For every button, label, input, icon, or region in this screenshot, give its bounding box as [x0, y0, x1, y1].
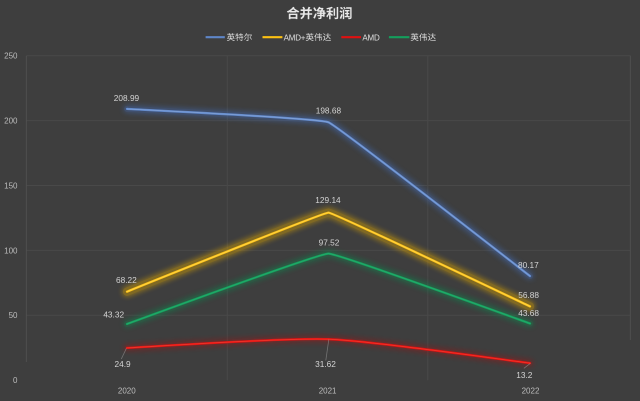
- svg-text:208.99: 208.99: [114, 93, 140, 103]
- svg-text:150: 150: [4, 181, 18, 190]
- svg-text:2022: 2022: [522, 387, 540, 396]
- svg-text:2020: 2020: [118, 387, 136, 396]
- svg-text:24.9: 24.9: [115, 359, 132, 369]
- svg-text:100: 100: [4, 246, 18, 255]
- svg-text:AMD: AMD: [362, 33, 380, 42]
- svg-text:AMD+: AMD+: [284, 33, 306, 42]
- svg-text:2021: 2021: [319, 387, 337, 396]
- svg-text:0: 0: [13, 376, 18, 385]
- svg-text:129.14: 129.14: [315, 195, 341, 205]
- svg-text:97.52: 97.52: [319, 238, 340, 248]
- svg-text:198.68: 198.68: [316, 106, 342, 116]
- svg-text:31.62: 31.62: [315, 359, 336, 369]
- svg-text:200: 200: [4, 117, 18, 126]
- svg-text:56.88: 56.88: [518, 290, 539, 300]
- svg-text:80.17: 80.17: [518, 260, 539, 270]
- svg-text:250: 250: [4, 52, 18, 61]
- svg-text:13.2: 13.2: [516, 370, 533, 380]
- svg-text:43.68: 43.68: [518, 308, 539, 318]
- svg-text:43.32: 43.32: [103, 310, 124, 320]
- svg-text:68.22: 68.22: [116, 275, 137, 285]
- svg-text:50: 50: [9, 311, 18, 320]
